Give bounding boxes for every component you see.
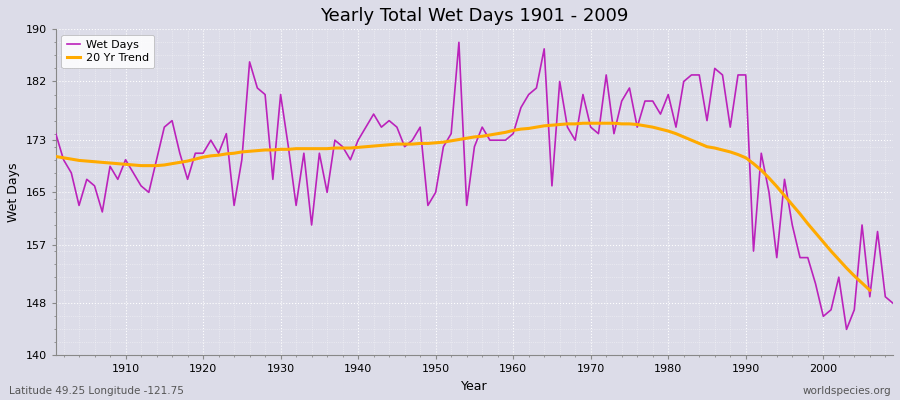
20 Yr Trend [763,176,774,180]
20 Yr Trend [531,125,542,130]
Text: Latitude 49.25 Longitude -121.75: Latitude 49.25 Longitude -121.75 [9,386,184,396]
X-axis label: Year: Year [461,380,488,393]
Wet Days [283,144,293,149]
20 Yr Trend [523,126,534,131]
20 Yr Trend [74,158,85,163]
Text: worldspecies.org: worldspecies.org [803,386,891,396]
Y-axis label: Wet Days: Wet Days [7,163,20,222]
Wet Days [454,40,464,45]
20 Yr Trend [578,121,589,126]
Legend: Wet Days, 20 Yr Trend: Wet Days, 20 Yr Trend [61,35,155,68]
Wet Days [329,138,340,142]
20 Yr Trend [864,288,875,293]
20 Yr Trend [585,121,596,126]
Wet Days [516,105,526,110]
Wet Days [887,301,898,306]
Line: 20 Yr Trend: 20 Yr Trend [56,123,869,290]
Wet Days [842,327,852,332]
Wet Days [112,177,123,182]
Line: Wet Days: Wet Days [56,42,893,329]
Wet Days [608,131,619,136]
20 Yr Trend [50,154,61,159]
Wet Days [50,131,61,136]
Title: Yearly Total Wet Days 1901 - 2009: Yearly Total Wet Days 1901 - 2009 [320,7,628,25]
Wet Days [508,131,518,136]
20 Yr Trend [616,122,627,126]
